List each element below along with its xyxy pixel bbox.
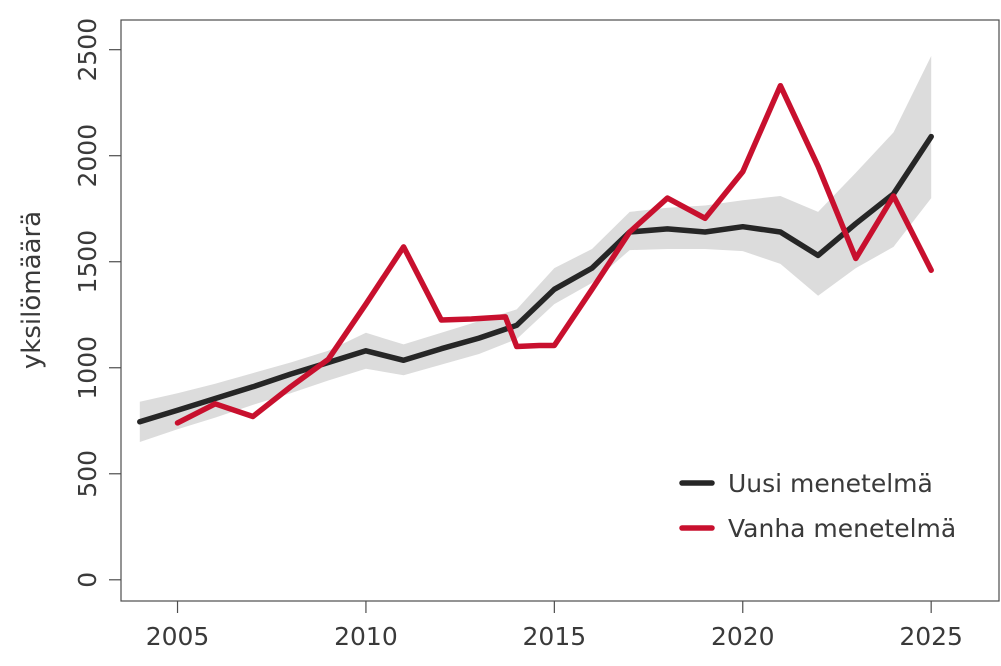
plot-frame bbox=[120, 19, 1000, 602]
y-tick-label: 1000 bbox=[73, 336, 102, 400]
x-tick-label: 2025 bbox=[899, 622, 963, 651]
legend: Uusi menetelmä Vanha menetelmä bbox=[679, 469, 956, 543]
y-tick-label: 0 bbox=[73, 572, 102, 588]
x-axis: 2005 2010 2015 2020 2025 bbox=[146, 601, 963, 651]
series-layer bbox=[137, 82, 934, 426]
y-axis: 0 500 1000 1500 2000 2500 bbox=[73, 18, 121, 588]
x-tick-label: 2010 bbox=[334, 622, 398, 651]
series-line-1 bbox=[137, 133, 934, 425]
legend-label-2: Vanha menetelmä bbox=[728, 514, 956, 543]
y-tick-label: 500 bbox=[73, 450, 102, 498]
x-tick-label: 2020 bbox=[711, 622, 775, 651]
y-tick-label: 2500 bbox=[73, 18, 102, 82]
x-tick-label: 2005 bbox=[146, 622, 210, 651]
y-axis-title: yksilömäärä bbox=[17, 211, 47, 369]
x-tick-label: 2015 bbox=[523, 622, 587, 651]
legend-label-1: Uusi menetelmä bbox=[728, 469, 933, 498]
series-line-2 bbox=[174, 82, 934, 426]
y-tick-label: 2000 bbox=[73, 124, 102, 188]
y-tick-label: 1500 bbox=[73, 230, 102, 294]
